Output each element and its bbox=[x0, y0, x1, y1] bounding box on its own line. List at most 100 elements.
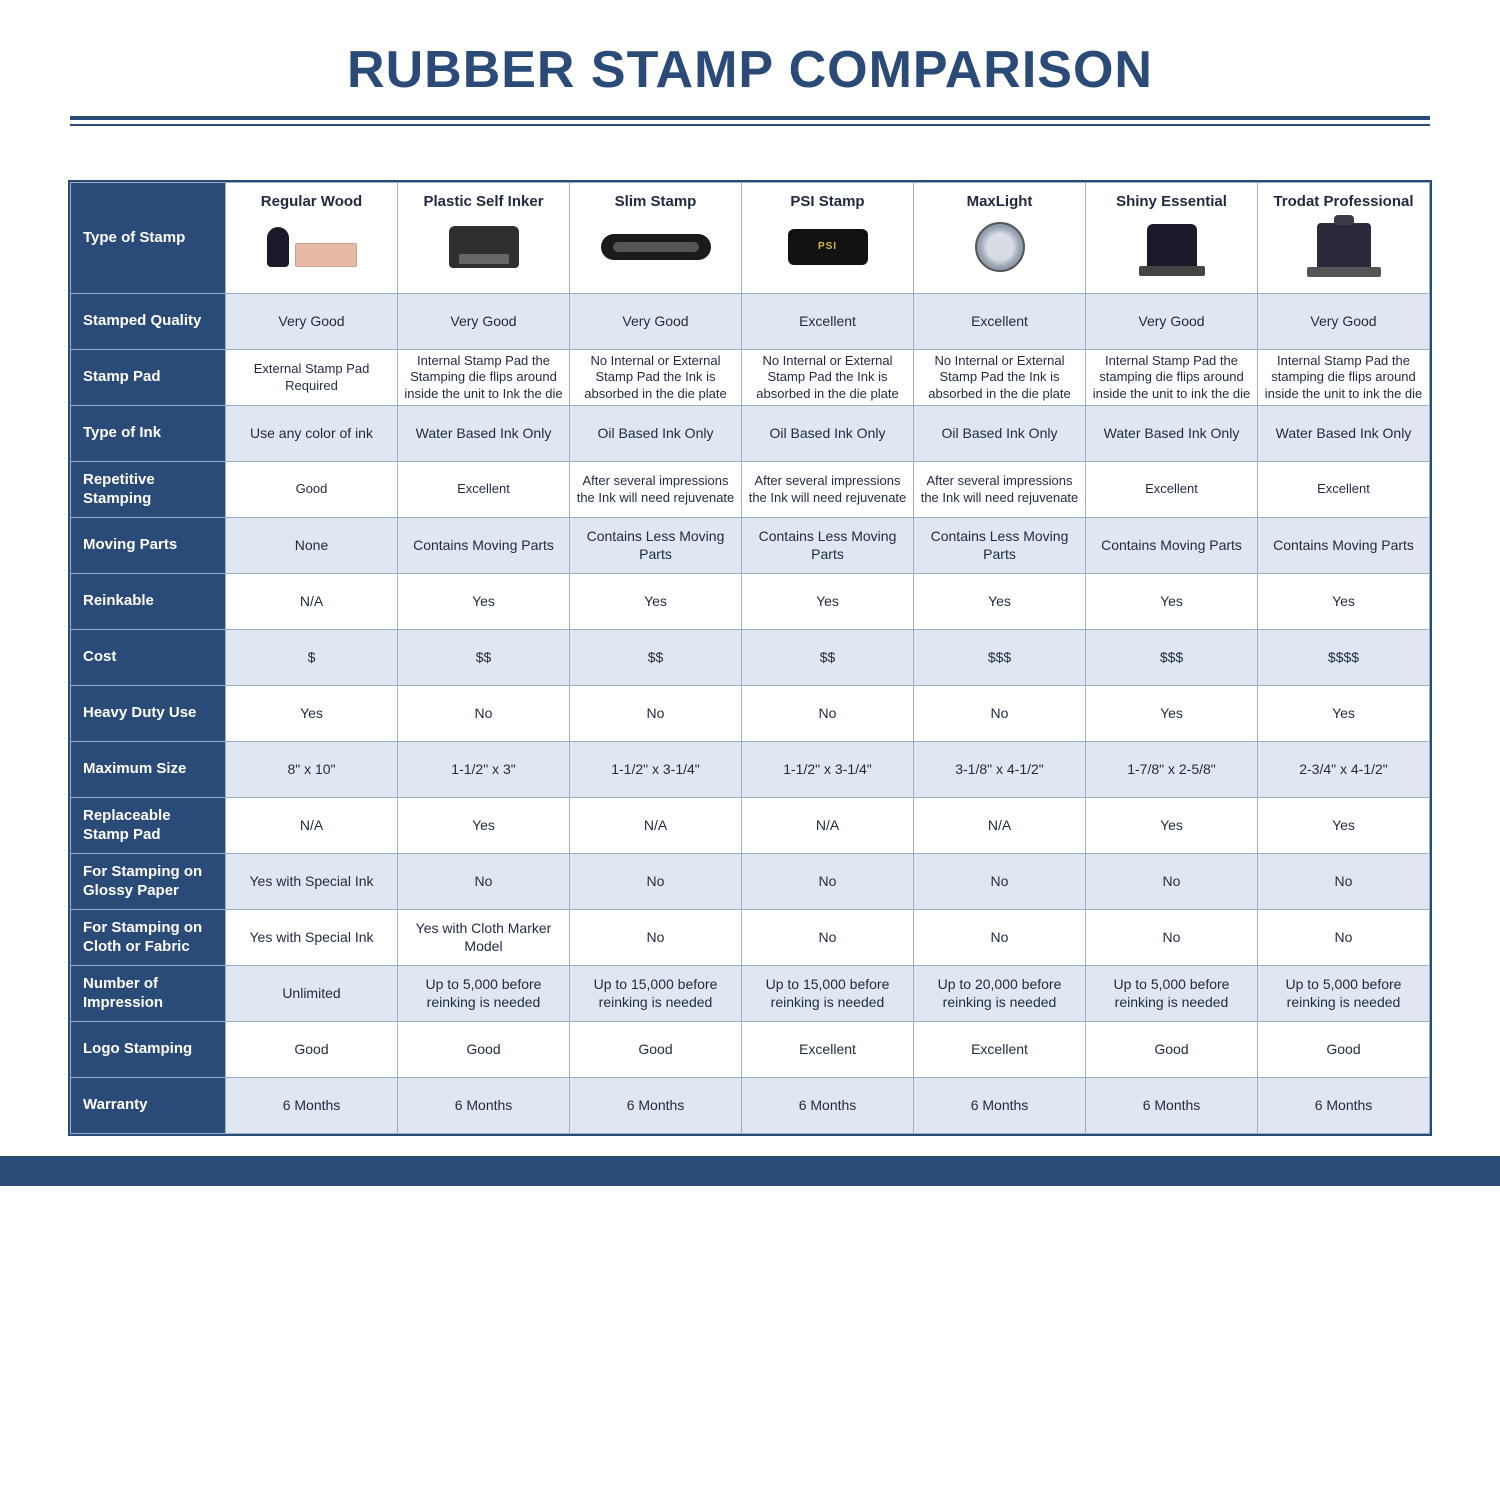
column-header-label: Plastic Self Inker bbox=[404, 193, 563, 212]
cell: Very Good bbox=[398, 294, 570, 350]
cell: Yes bbox=[1086, 686, 1258, 742]
cell: Unlimited bbox=[226, 966, 398, 1022]
stamp-3-icon bbox=[576, 216, 735, 278]
table-row: Replaceable Stamp PadN/AYesN/AN/AN/AYesY… bbox=[71, 798, 1430, 854]
cell: 6 Months bbox=[742, 1078, 914, 1134]
cell: Internal Stamp Pad the Stamping die flip… bbox=[398, 350, 570, 406]
cell: 6 Months bbox=[398, 1078, 570, 1134]
cell: No bbox=[914, 910, 1086, 966]
cell: No bbox=[1258, 910, 1430, 966]
page-title: RUBBER STAMP COMPARISON bbox=[0, 40, 1500, 100]
row-label: For Stamping on Cloth or Fabric bbox=[71, 910, 226, 966]
cell: 8" x 10" bbox=[226, 742, 398, 798]
row-label: Stamp Pad bbox=[71, 350, 226, 406]
cell: Excellent bbox=[742, 294, 914, 350]
cell: N/A bbox=[226, 574, 398, 630]
cell: No bbox=[570, 686, 742, 742]
cell: Up to 15,000 before reinking is needed bbox=[570, 966, 742, 1022]
cell: Excellent bbox=[398, 462, 570, 518]
cell: N/A bbox=[570, 798, 742, 854]
cell: $$ bbox=[398, 630, 570, 686]
column-header-label: Shiny Essential bbox=[1092, 193, 1251, 212]
row-label: Stamped Quality bbox=[71, 294, 226, 350]
cell: N/A bbox=[742, 798, 914, 854]
cell: Good bbox=[1086, 1022, 1258, 1078]
row-label-type-of-stamp: Type of Stamp bbox=[71, 183, 226, 294]
column-header-label: Trodat Professional bbox=[1264, 193, 1423, 212]
cell: 2-3/4" x 4-1/2" bbox=[1258, 742, 1430, 798]
cell: No bbox=[742, 910, 914, 966]
table-row: Stamped QualityVery GoodVery GoodVery Go… bbox=[71, 294, 1430, 350]
cell: Yes bbox=[398, 798, 570, 854]
cell: Yes bbox=[1086, 574, 1258, 630]
cell: Good bbox=[226, 1022, 398, 1078]
title-block: RUBBER STAMP COMPARISON bbox=[0, 0, 1500, 144]
cell: $$ bbox=[570, 630, 742, 686]
cell: Oil Based Ink Only bbox=[914, 406, 1086, 462]
cell: None bbox=[226, 518, 398, 574]
cell: Contains Moving Parts bbox=[1086, 518, 1258, 574]
cell: Good bbox=[398, 1022, 570, 1078]
row-label: Logo Stamping bbox=[71, 1022, 226, 1078]
cell: Very Good bbox=[226, 294, 398, 350]
cell: Up to 5,000 before reinking is needed bbox=[1258, 966, 1430, 1022]
row-label: Cost bbox=[71, 630, 226, 686]
cell: Use any color of ink bbox=[226, 406, 398, 462]
stamp-5-icon bbox=[920, 216, 1079, 278]
cell: Yes bbox=[1258, 574, 1430, 630]
row-label: Repetitive Stamping bbox=[71, 462, 226, 518]
cell: Yes bbox=[226, 686, 398, 742]
cell: Contains Less Moving Parts bbox=[742, 518, 914, 574]
stamp-2-icon bbox=[404, 216, 563, 278]
cell: Good bbox=[1258, 1022, 1430, 1078]
cell: Yes bbox=[1258, 686, 1430, 742]
cell: Water Based Ink Only bbox=[1086, 406, 1258, 462]
cell: 6 Months bbox=[1258, 1078, 1430, 1134]
cell: Yes bbox=[914, 574, 1086, 630]
column-header-label: Slim Stamp bbox=[576, 193, 735, 212]
cell: Yes bbox=[1086, 798, 1258, 854]
cell: Contains Moving Parts bbox=[1258, 518, 1430, 574]
table-row: ReinkableN/AYesYesYesYesYesYes bbox=[71, 574, 1430, 630]
row-label: Type of Ink bbox=[71, 406, 226, 462]
cell: $ bbox=[226, 630, 398, 686]
cell: $$$ bbox=[1086, 630, 1258, 686]
row-label: Warranty bbox=[71, 1078, 226, 1134]
row-label: Replaceable Stamp Pad bbox=[71, 798, 226, 854]
cell: Excellent bbox=[914, 294, 1086, 350]
cell: 6 Months bbox=[1086, 1078, 1258, 1134]
cell: After several impressions the Ink will n… bbox=[570, 462, 742, 518]
stamp-4-icon: PSI bbox=[748, 216, 907, 278]
comparison-table-wrap: Type of StampRegular WoodPlastic Self In… bbox=[68, 180, 1432, 1136]
cell: No bbox=[398, 686, 570, 742]
cell: Very Good bbox=[570, 294, 742, 350]
cell: N/A bbox=[226, 798, 398, 854]
row-label: Maximum Size bbox=[71, 742, 226, 798]
cell: Contains Less Moving Parts bbox=[914, 518, 1086, 574]
row-label: Heavy Duty Use bbox=[71, 686, 226, 742]
table-row: Number of ImpressionUnlimitedUp to 5,000… bbox=[71, 966, 1430, 1022]
cell: Contains Moving Parts bbox=[398, 518, 570, 574]
cell: Oil Based Ink Only bbox=[570, 406, 742, 462]
column-header-label: MaxLight bbox=[920, 193, 1079, 212]
cell: No bbox=[1086, 854, 1258, 910]
table-row: Repetitive StampingGoodExcellentAfter se… bbox=[71, 462, 1430, 518]
cell: After several impressions the Ink will n… bbox=[742, 462, 914, 518]
cell: N/A bbox=[914, 798, 1086, 854]
cell: Contains Less Moving Parts bbox=[570, 518, 742, 574]
cell: No bbox=[742, 854, 914, 910]
table-row: Moving PartsNoneContains Moving PartsCon… bbox=[71, 518, 1430, 574]
cell: No bbox=[1086, 910, 1258, 966]
cell: No bbox=[742, 686, 914, 742]
stamp-7-icon bbox=[1264, 216, 1423, 278]
row-label: Reinkable bbox=[71, 574, 226, 630]
table-row: Maximum Size8" x 10"1-1/2" x 3"1-1/2" x … bbox=[71, 742, 1430, 798]
cell: No bbox=[570, 910, 742, 966]
cell: Up to 20,000 before reinking is needed bbox=[914, 966, 1086, 1022]
table-row: For Stamping on Glossy PaperYes with Spe… bbox=[71, 854, 1430, 910]
cell: 1-1/2" x 3" bbox=[398, 742, 570, 798]
cell: $$$ bbox=[914, 630, 1086, 686]
cell: Very Good bbox=[1258, 294, 1430, 350]
cell: Water Based Ink Only bbox=[398, 406, 570, 462]
cell: Internal Stamp Pad the stamping die flip… bbox=[1258, 350, 1430, 406]
